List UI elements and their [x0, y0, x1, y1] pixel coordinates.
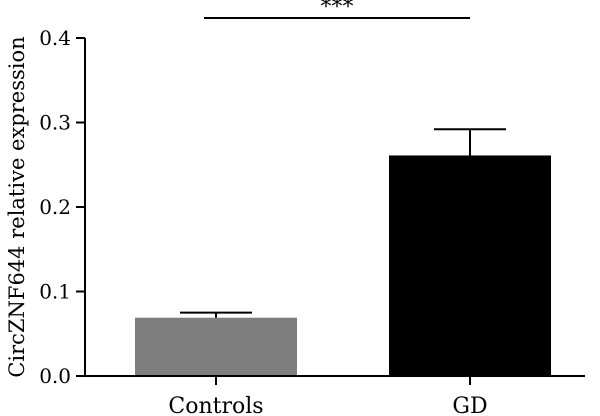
y-tick-label: 0.1	[39, 280, 71, 304]
bar-controls	[135, 317, 297, 376]
significance-label: ***	[321, 0, 354, 20]
y-tick-label: 0.3	[39, 111, 71, 135]
error-bar-controls	[180, 311, 252, 318]
y-tick-label: 0.2	[39, 195, 71, 219]
x-axis: Controls GD	[85, 375, 585, 416]
y-tick-label: 0.4	[39, 26, 71, 50]
bars	[135, 155, 551, 376]
significance-annotation: ***	[204, 0, 470, 20]
error-bar-gd	[434, 128, 506, 156]
x-tick-label-gd: GD	[452, 394, 487, 416]
y-axis-title: CircZNF644 relative expression	[5, 36, 29, 377]
y-tick-label: 0.0	[39, 364, 71, 388]
y-axis: 0.0 0.1 0.2 0.3 0.4	[39, 26, 86, 388]
bar-gd	[389, 155, 551, 376]
x-tick-label-controls: Controls	[168, 394, 263, 416]
error-bars	[180, 128, 506, 318]
